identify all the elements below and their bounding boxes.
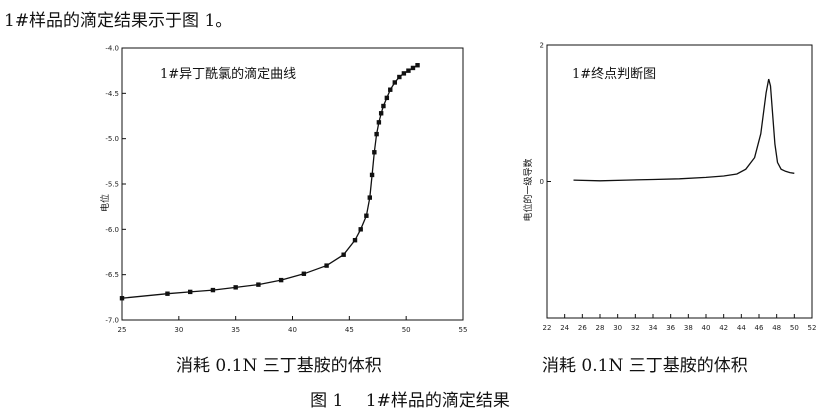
- titration-point: [341, 252, 346, 257]
- right-x-tick-label: 46: [755, 324, 764, 332]
- left-x-tick-label: 50: [402, 326, 411, 334]
- right-x-tick-label: 36: [666, 324, 675, 332]
- intro-text: 1#样品的滴定结果示于图 1。: [4, 11, 233, 31]
- right-chart-ylabel: 电位的一级导数: [522, 158, 534, 221]
- right-y-tick-label: 2: [540, 42, 544, 50]
- right-x-tick-label: 42: [719, 324, 728, 332]
- titration-point: [388, 87, 393, 92]
- right-x-tick-label: 40: [702, 324, 711, 332]
- titration-point: [358, 227, 363, 232]
- left-chart-title: 1#异丁酰氯的滴定曲线: [160, 66, 296, 82]
- right-chart-ticks: 22 24 26 28 30 32 34 36 38 40 42 44 46 48 50 52 2 0: [540, 42, 817, 333]
- titration-point: [233, 285, 238, 290]
- right-y-tick-label: 0: [540, 178, 544, 186]
- derivative-curve-line: [573, 78, 795, 182]
- left-x-tick-label: 55: [459, 326, 468, 334]
- left-x-tick-label: 40: [288, 326, 297, 334]
- titration-point: [364, 213, 369, 218]
- left-chart-ylabel: 电位: [99, 194, 111, 212]
- right-x-tick-label: 26: [578, 324, 587, 332]
- right-x-tick-label: 44: [737, 324, 746, 332]
- titration-point: [367, 195, 372, 200]
- right-x-tick-label: 34: [649, 324, 658, 332]
- titration-point: [188, 289, 193, 295]
- right-chart-title: 1#终点判断图: [572, 66, 656, 82]
- left-y-tick-label: -4.5: [105, 90, 119, 98]
- titration-point: [415, 63, 420, 68]
- titration-point: [384, 95, 390, 101]
- left-y-tick-label: -5.0: [105, 135, 119, 143]
- titration-point: [301, 271, 307, 276]
- left-x-tick-label: 35: [231, 326, 240, 334]
- titration-point: [165, 291, 170, 296]
- titration-point: [324, 263, 329, 268]
- left-chart-ticks: 25 30 35 40 45 50 55 -4.0 -4.5 -5.0 -5.5 -6.0 -6.5 -7…: [105, 45, 467, 335]
- right-x-tick-label: 30: [613, 324, 622, 332]
- titration-point: [352, 238, 358, 243]
- right-chart-axes: [546, 44, 813, 319]
- right-x-tick-label: 22: [543, 324, 552, 332]
- right-x-tick-label: 50: [790, 324, 799, 332]
- left-y-tick-label: -6.5: [105, 271, 119, 279]
- titration-point: [256, 282, 261, 287]
- left-x-tick-label: 25: [118, 326, 127, 334]
- titration-point: [381, 103, 386, 109]
- titration-point: [119, 296, 125, 301]
- right-chart-xlabel: 消耗 0.1N 三丁基胺的体积: [542, 356, 748, 376]
- right-x-tick-label: 38: [684, 324, 693, 332]
- titration-point: [401, 71, 407, 76]
- titration-point: [376, 120, 382, 125]
- titration-point: [397, 74, 402, 80]
- right-x-tick-label: 48: [772, 324, 781, 332]
- right-x-tick-label: 28: [596, 324, 605, 332]
- left-y-tick-label: -6.0: [105, 226, 119, 234]
- titration-point: [406, 68, 411, 73]
- titration-point: [369, 172, 375, 178]
- left-x-tick-label: 30: [174, 326, 183, 334]
- left-y-tick-label: -4.0: [105, 45, 119, 53]
- titration-point: [410, 65, 416, 71]
- left-y-tick-label: -5.5: [105, 181, 119, 189]
- right-x-tick-label: 24: [560, 324, 569, 332]
- right-x-tick-label: 32: [631, 324, 640, 332]
- left-chart-xlabel: 消耗 0.1N 三丁基胺的体积: [176, 356, 382, 376]
- titration-point: [210, 287, 216, 293]
- titration-point: [392, 80, 397, 85]
- left-y-tick-label: -7.0: [105, 317, 119, 325]
- titration-point: [278, 277, 284, 283]
- figure-caption: 图 1 1#样品的滴定结果: [310, 391, 510, 411]
- titration-point: [372, 150, 377, 155]
- right-x-tick-label: 52: [808, 324, 817, 332]
- right-plot-frame: [546, 44, 813, 319]
- left-x-tick-label: 45: [345, 326, 354, 334]
- titration-curve-line: [121, 64, 418, 299]
- titration-point: [374, 131, 379, 137]
- titration-curve-points: [119, 63, 420, 301]
- titration-point: [378, 111, 384, 116]
